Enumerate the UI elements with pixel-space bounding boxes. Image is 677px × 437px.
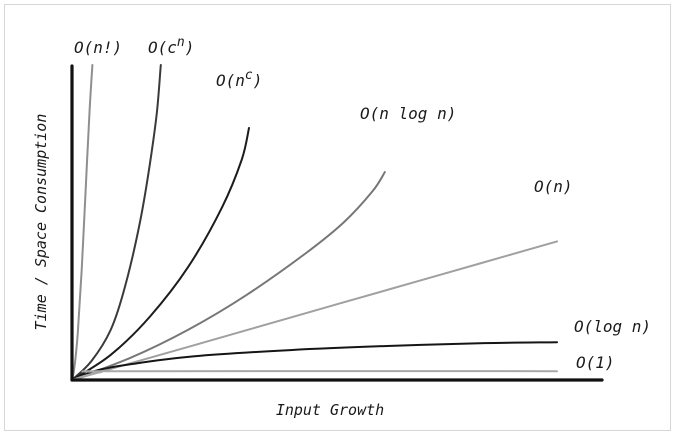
series-label-o-1: O(1) <box>576 353 615 372</box>
series-line-o-n <box>71 240 558 381</box>
series-label-o-c-n: O(cn) <box>148 35 194 57</box>
series-line-o-n <box>71 64 94 381</box>
series-line-o-1 <box>71 370 558 381</box>
y-axis-title: Time / Space Consumption <box>32 114 50 331</box>
series-group <box>71 64 558 381</box>
series-label-o-n: O(n!) <box>74 38 122 57</box>
x-axis-title: Input Growth <box>276 401 384 419</box>
series-line-o-log-n <box>71 341 558 381</box>
series-line-o-n-c <box>71 127 250 381</box>
series-label-o-n-log-n: O(n log n) <box>360 104 456 123</box>
series-line-o-n-log-n <box>71 171 386 381</box>
series-label-o-n-c: O(nc) <box>216 68 262 90</box>
series-line-o-c-n <box>71 64 162 381</box>
chart-frame <box>4 4 671 431</box>
series-label-o-n: O(n) <box>534 177 573 196</box>
series-label-o-log-n: O(log n) <box>574 317 651 336</box>
